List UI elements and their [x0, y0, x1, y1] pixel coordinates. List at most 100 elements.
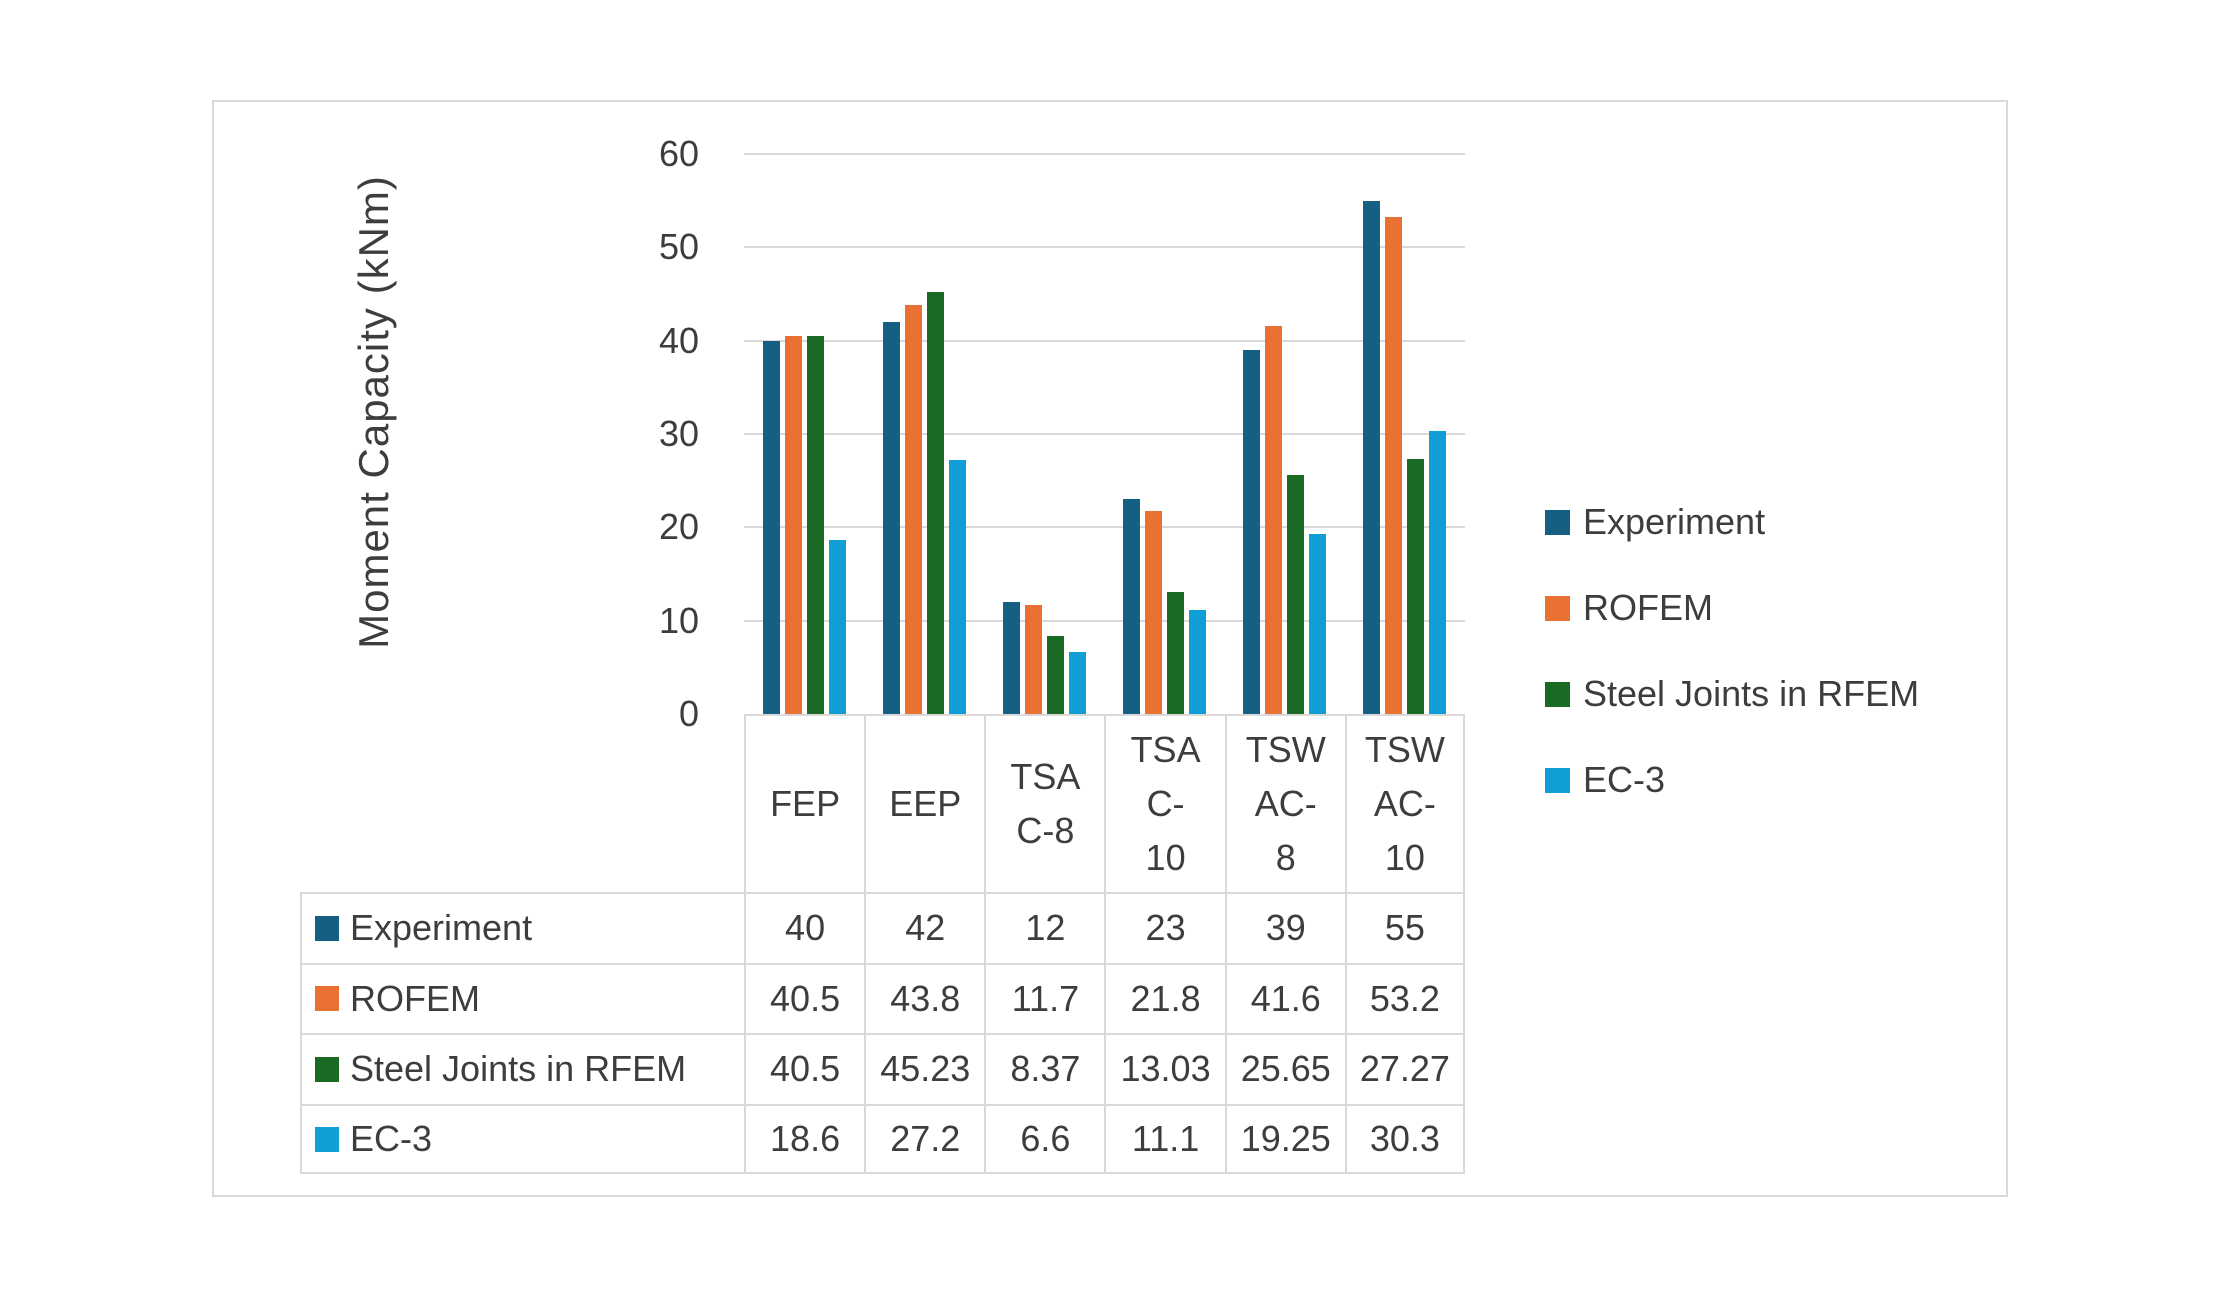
- table-cell-experiment-eep: 42: [864, 892, 985, 963]
- table-cell-rofem-tsa-c-10: 21.8: [1104, 962, 1225, 1034]
- gridline-60: [744, 153, 1465, 155]
- bar-steel-joints-in-rfem-tsw-ac-8: [1287, 475, 1305, 714]
- bar-group-eep: [864, 154, 984, 714]
- table-row-label-rofem: ROFEM: [300, 962, 744, 1034]
- bar-experiment-eep: [882, 322, 900, 714]
- y-tick-label-20: 20: [658, 506, 699, 548]
- y-axis-title: Moment Capacity (kNm): [350, 175, 397, 649]
- table-cell-rofem-eep: 43.8: [864, 962, 985, 1034]
- bar-experiment-fep: [762, 341, 780, 714]
- bar-ec-3-eep: [948, 460, 966, 714]
- bar-rofem-tsw-ac-8: [1265, 326, 1283, 714]
- y-tick-label-10: 10: [658, 599, 699, 641]
- table-swatch-ec-3: [315, 1126, 339, 1152]
- gridline-40: [744, 339, 1465, 342]
- table-swatch-experiment: [315, 915, 339, 941]
- bar-experiment-tsw-ac-8: [1243, 350, 1261, 714]
- table-cell-experiment-tsa-c-10: 23: [1104, 892, 1225, 963]
- legend-label-steel-joints-in-rfem: Steel Joints in RFEM: [1583, 673, 1920, 714]
- table-series-name: EC-3: [350, 1118, 433, 1160]
- bar-rofem-tsa-c-10: [1145, 511, 1163, 714]
- table-header-cell-tsa-c-8: TSA C-8: [984, 714, 1105, 892]
- table-cell-experiment-tsw-ac-10: 55: [1344, 892, 1465, 963]
- table-header-cell-tsa-c-10: TSA C- 10: [1104, 714, 1225, 892]
- gridline-30: [744, 433, 1465, 435]
- bar-rofem-tsw-ac-10: [1385, 217, 1403, 714]
- legend-label-experiment: Experiment: [1583, 501, 1766, 542]
- table-cell-steel-joints-in-rfem-tsa-c-8: 8.37: [984, 1033, 1105, 1104]
- table-series-name: Steel Joints in RFEM: [350, 1048, 687, 1090]
- legend-swatch-experiment: [1545, 509, 1570, 535]
- table-cell-steel-joints-in-rfem-tsw-ac-10: 27.27: [1344, 1033, 1465, 1104]
- table-cell-ec-3-fep: 18.6: [744, 1103, 865, 1175]
- bar-steel-joints-in-rfem-eep: [926, 292, 944, 714]
- table-cell-rofem-tsw-ac-10: 53.2: [1344, 962, 1465, 1034]
- table-cell-steel-joints-in-rfem-fep: 40.5: [744, 1033, 865, 1104]
- legend-item-rofem: ROFEM: [1545, 587, 1919, 628]
- bar-ec-3-tsw-ac-8: [1309, 534, 1327, 714]
- table-header-cell-tsw-ac-10: TSW AC- 10: [1344, 714, 1465, 892]
- table-series-name: Experiment: [350, 907, 533, 949]
- chart-object-frame: Moment Capacity (kNm) 0 10 20 30 40 50 60 Expe…: [212, 100, 2008, 1197]
- table-swatch-rofem: [315, 986, 339, 1012]
- bar-experiment-tsa-c-10: [1123, 499, 1141, 714]
- legend-label-rofem: ROFEM: [1583, 587, 1713, 628]
- bar-ec-3-tsa-c-10: [1189, 610, 1207, 714]
- table-series-name: ROFEM: [350, 977, 480, 1019]
- bar-ec-3-fep: [828, 540, 846, 714]
- table-cell-ec-3-tsa-c-10: 11.1: [1104, 1103, 1225, 1175]
- table-row-label-ec-3: EC-3: [300, 1103, 744, 1175]
- table-header-cell-eep: EEP: [864, 714, 985, 892]
- legend-swatch-rofem: [1545, 595, 1570, 621]
- bar-steel-joints-in-rfem-tsa-c-10: [1167, 592, 1185, 714]
- y-tick-label-30: 30: [658, 413, 699, 454]
- bar-ec-3-tsw-ac-10: [1429, 431, 1447, 714]
- table-header-cell-tsw-ac-8: TSW AC- 8: [1224, 714, 1345, 892]
- table-cell-ec-3-tsa-c-8: 6.6: [984, 1103, 1105, 1175]
- bar-steel-joints-in-rfem-tsa-c-8: [1046, 636, 1064, 714]
- table-cell-rofem-tsa-c-8: 11.7: [984, 962, 1105, 1034]
- table-cell-experiment-tsw-ac-8: 39: [1224, 892, 1345, 963]
- bar-group-fep: [744, 154, 864, 714]
- table-cell-rofem-tsw-ac-8: 41.6: [1224, 962, 1345, 1034]
- bar-steel-joints-in-rfem-tsw-ac-10: [1407, 459, 1425, 714]
- y-tick-label-0: 0: [678, 693, 699, 734]
- bar-experiment-tsw-ac-10: [1363, 201, 1381, 714]
- gridline-50: [744, 246, 1465, 249]
- table-cell-ec-3-tsw-ac-10: 30.3: [1344, 1103, 1465, 1175]
- table-cell-steel-joints-in-rfem-tsa-c-10: 13.03: [1104, 1033, 1225, 1104]
- bar-rofem-tsa-c-8: [1024, 605, 1042, 714]
- table-cell-ec-3-eep: 27.2: [864, 1103, 985, 1175]
- bar-rofem-fep: [784, 336, 802, 714]
- bar-rofem-eep: [904, 305, 922, 714]
- table-cell-ec-3-tsw-ac-8: 19.25: [1224, 1103, 1345, 1175]
- legend-item-experiment: Experiment: [1545, 501, 1919, 542]
- bar-group-tsa-c-8: [984, 154, 1104, 714]
- gridline-20: [744, 526, 1465, 529]
- bar-group-tsw-ac-10: [1345, 154, 1465, 714]
- legend-item-ec-3: EC-3: [1545, 759, 1919, 800]
- legend-item-steel-joints-in-rfem: Steel Joints in RFEM: [1545, 673, 1920, 714]
- bar-steel-joints-in-rfem-fep: [806, 336, 824, 714]
- legend-swatch-steel-joints-in-rfem: [1545, 681, 1570, 707]
- chart-data-table: FEP EEP TSA C-8 TSA C- 10 TSW AC- 8 TSW AC- 1…: [300, 714, 1465, 1175]
- legend-label-ec-3: EC-3: [1583, 759, 1666, 800]
- table-cell-steel-joints-in-rfem-tsw-ac-8: 25.65: [1224, 1033, 1345, 1104]
- bar-experiment-tsa-c-8: [1002, 602, 1020, 714]
- gridline-10: [744, 619, 1465, 622]
- table-corner-empty: [300, 714, 744, 892]
- table-cell-experiment-fep: 40: [744, 892, 865, 963]
- table-cell-experiment-tsa-c-8: 12: [984, 892, 1105, 963]
- y-tick-label-50: 50: [658, 226, 699, 268]
- table-row-label-experiment: Experiment: [300, 892, 744, 963]
- legend-swatch-ec-3: [1545, 767, 1570, 793]
- table-cell-rofem-fep: 40.5: [744, 962, 865, 1034]
- table-header-cell-fep: FEP: [744, 714, 865, 892]
- y-tick-label-60: 60: [658, 133, 699, 174]
- bar-group-tsw-ac-8: [1225, 154, 1345, 714]
- chart-legend: Experiment ROFEM Steel Joints in RFEM EC-3: [1545, 501, 1920, 800]
- table-swatch-steel-joints-in-rfem: [315, 1056, 339, 1082]
- bar-group-tsa-c-10: [1105, 154, 1225, 714]
- table-cell-steel-joints-in-rfem-eep: 45.23: [864, 1033, 985, 1104]
- y-tick-label-40: 40: [658, 319, 699, 361]
